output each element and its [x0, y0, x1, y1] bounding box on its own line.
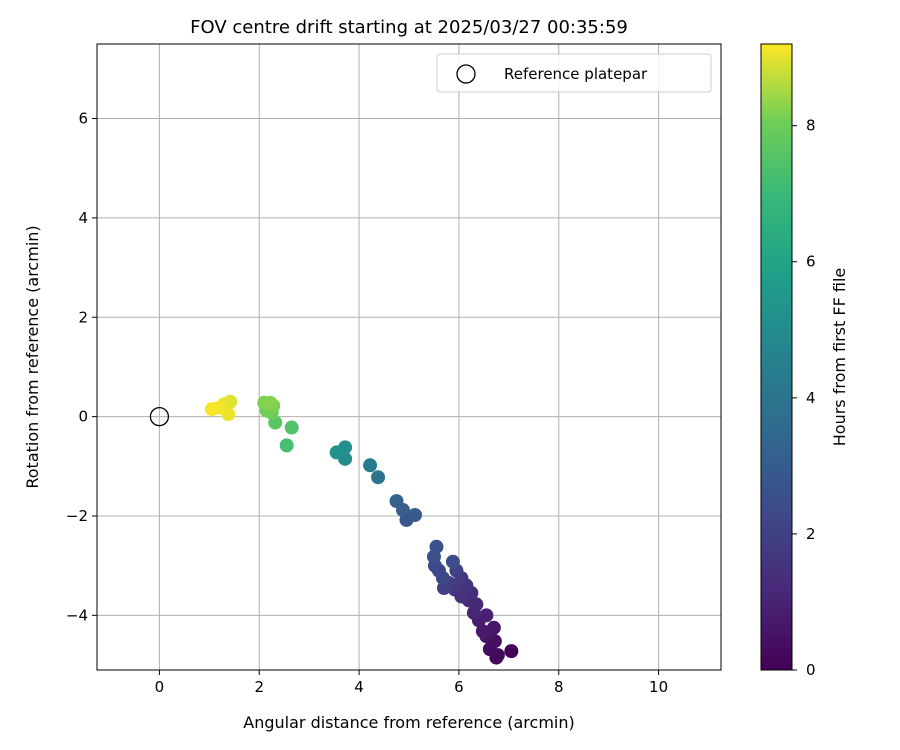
y-tick-label: 6 — [78, 110, 88, 128]
y-tick-label: 2 — [78, 308, 88, 326]
scatter-point — [479, 608, 494, 623]
x-tick-label: 8 — [554, 678, 564, 696]
reference-marker — [149, 406, 170, 427]
legend-reference-marker — [456, 64, 476, 84]
x-axis-label: Angular distance from reference (arcmin) — [243, 713, 574, 732]
scatter-point — [329, 445, 344, 460]
colorbar-tick-label: 6 — [806, 253, 816, 271]
plot-frame — [96, 43, 722, 671]
scatter-point — [475, 624, 490, 639]
x-tick-label: 10 — [649, 678, 668, 696]
scatter-point — [204, 402, 219, 417]
x-axis-ticks: 0 2 4 6 8 10 — [155, 670, 668, 696]
colorbar-tick-label: 4 — [806, 389, 816, 407]
y-tick-label: −4 — [66, 606, 88, 624]
legend-box — [436, 53, 712, 93]
scatter-point — [371, 470, 386, 485]
legend-reference-label: Reference platepar — [504, 65, 648, 83]
chart-title: FOV centre drift starting at 2025/03/27 … — [190, 17, 628, 38]
scatter-point — [363, 458, 378, 473]
y-tick-label: 0 — [78, 408, 88, 426]
scatter-point — [284, 420, 299, 435]
y-tick-label: 4 — [78, 209, 88, 227]
x-tick-label: 2 — [254, 678, 264, 696]
scatter-point — [504, 644, 519, 659]
colorbar-tick-label: 2 — [806, 525, 816, 543]
x-tick-label: 4 — [354, 678, 364, 696]
x-tick-label: 6 — [454, 678, 464, 696]
x-tick-label: 0 — [155, 678, 165, 696]
y-axis-label: Rotation from reference (arcmin) — [23, 225, 42, 488]
scatter-point — [486, 620, 501, 635]
y-tick-label: −2 — [66, 507, 88, 525]
scatter-point — [445, 554, 460, 569]
scatter-point — [279, 438, 294, 453]
scatter-point — [263, 395, 278, 410]
y-axis-ticks: −4 −2 0 2 4 6 — [66, 110, 97, 624]
colorbar — [760, 43, 793, 671]
legend: Reference platepar — [436, 53, 712, 93]
colorbar-ticks: 0 2 4 6 8 — [792, 117, 816, 679]
scatter-point — [435, 571, 450, 586]
scatter-point — [389, 494, 404, 509]
data-points — [204, 394, 519, 665]
colorbar-tick-label: 0 — [806, 661, 816, 679]
grid-lines — [97, 44, 721, 670]
scatter-point — [407, 507, 422, 522]
colorbar-tick-label: 8 — [806, 117, 816, 135]
scatter-point — [429, 539, 444, 554]
colorbar-label: Hours from first FF file — [830, 268, 849, 447]
